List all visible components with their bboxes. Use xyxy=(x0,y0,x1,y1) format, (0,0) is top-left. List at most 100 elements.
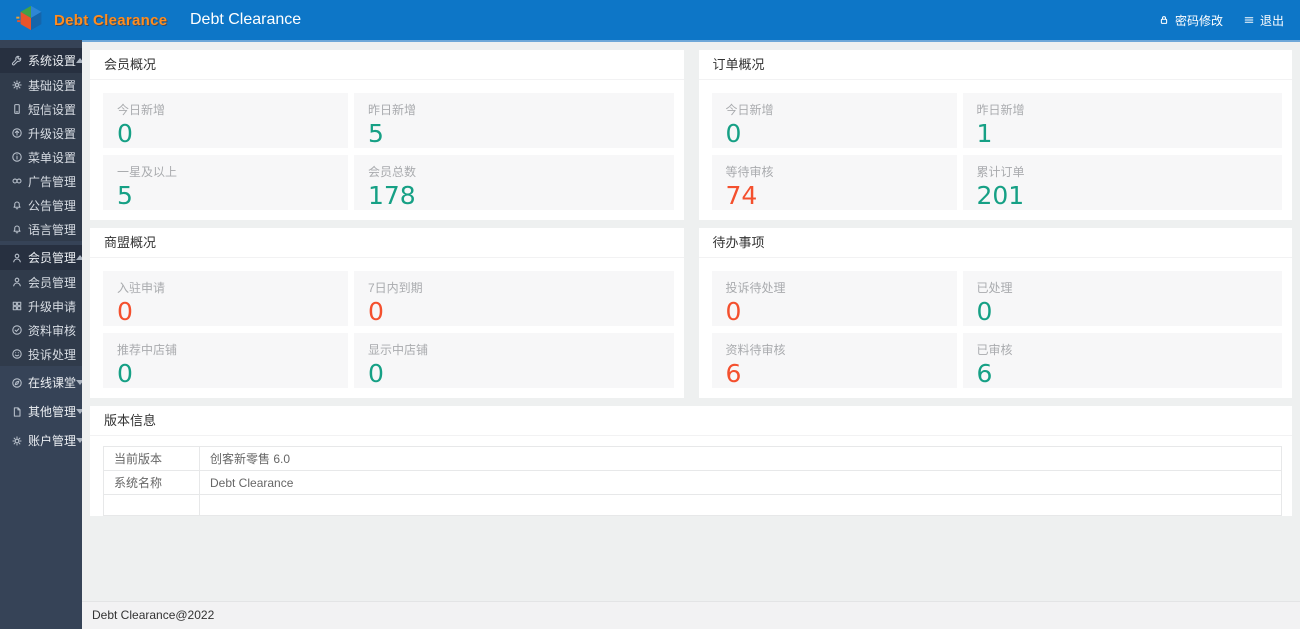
brand-logo-icon xyxy=(16,5,46,36)
stat-label: 昨日新增 xyxy=(976,103,1025,117)
sidebar-item-label: 系统设置 xyxy=(28,54,77,68)
bell-icon xyxy=(11,223,23,235)
stat-box: 已处理 0 xyxy=(962,271,1282,326)
stat-label: 已处理 xyxy=(976,281,1013,295)
sidebar-item-label: 会员管理 xyxy=(28,275,77,290)
stat-box: 一星及以上 5 xyxy=(103,155,348,210)
stat-value: 74 xyxy=(725,181,758,210)
stat-label: 已审核 xyxy=(976,343,1013,357)
phone-icon xyxy=(11,103,23,115)
card-member-overview: 会员概况 今日新增 0 昨日新增 5 一星及以上 5 会员总数 178 xyxy=(90,50,684,220)
lock-icon xyxy=(1158,14,1170,26)
stat-label: 入驻申请 xyxy=(117,281,166,295)
card-title: 订单概况 xyxy=(698,50,1292,80)
card-body: 投诉待处理 0 已处理 0 资料待审核 6 已审核 6 xyxy=(699,258,1293,398)
stat-box: 资料待审核 6 xyxy=(711,333,957,388)
chevron-up-icon xyxy=(76,255,85,260)
stat-value: 0 xyxy=(117,359,133,388)
sidebar-item-label: 语言管理 xyxy=(28,222,77,237)
sidebar-item-account-management[interactable]: 账户管理 xyxy=(0,428,85,453)
stat-box: 7日内到期 0 xyxy=(354,271,674,326)
card-shop-alliance-overview: 商盟概况 入驻申请 0 7日内到期 0 推荐中店铺 0 显示中店铺 0 xyxy=(90,228,684,398)
info-circle-icon xyxy=(11,151,23,163)
sidebar-item-label: 广告管理 xyxy=(28,174,77,189)
stat-box: 投诉待处理 0 xyxy=(711,271,957,326)
sidebar-item-label: 其他管理 xyxy=(28,405,77,419)
card-order-overview: 订单概况今日新增 0 昨日新增 1 等待审核 74 累计订单 201 xyxy=(698,50,1293,220)
sidebar-section: 会员管理 会员管理 升级申请 资料审核 投诉处理 xyxy=(0,245,85,366)
stat-value: 6 xyxy=(976,359,993,388)
sidebar-item-member-management-section[interactable]: 会员管理 xyxy=(0,245,85,270)
card-title: 待办事项 xyxy=(698,228,1292,258)
stat-box: 等待审核 74 xyxy=(711,155,957,210)
card-body: 今日新增 0 昨日新增 5 一星及以上 5 会员总数 178 xyxy=(90,80,684,220)
sidebar-item-online-classroom[interactable]: 在线课堂 xyxy=(0,370,85,395)
sidebar-item-member-management[interactable]: 会员管理 xyxy=(0,270,82,294)
stat-box: 已审核 6 xyxy=(962,333,1282,388)
header-action-label: 退出 xyxy=(1259,13,1284,28)
stat-label: 推荐中店铺 xyxy=(117,343,178,357)
version-row-label: 系统名称 xyxy=(103,470,200,495)
stat-box: 昨日新增 1 xyxy=(962,93,1282,148)
stat-value: 0 xyxy=(368,359,384,388)
sidebar-item-label: 资料审核 xyxy=(28,323,77,338)
up-circle-icon xyxy=(11,127,23,139)
stat-value: 0 xyxy=(368,297,384,326)
chevron-down-icon xyxy=(76,438,85,443)
gear-icon xyxy=(11,79,23,91)
brand-name: Debt Clearance xyxy=(54,11,168,29)
stat-label: 显示中店铺 xyxy=(368,343,429,357)
sidebar-item-ad-management[interactable]: 广告管理 xyxy=(0,169,82,193)
stat-value: 0 xyxy=(117,297,133,326)
stat-label: 投诉待处理 xyxy=(725,281,786,295)
sidebar-item-basic-settings[interactable]: 基础设置 xyxy=(0,73,82,97)
stat-box: 昨日新增 5 xyxy=(354,93,674,148)
sidebar-section: 其他管理 xyxy=(0,399,85,424)
bell-icon xyxy=(11,199,23,211)
stat-label: 今日新增 xyxy=(725,103,774,117)
header-action-change-password[interactable]: 密码修改 xyxy=(1158,12,1223,29)
sidebar-item-sms-settings[interactable]: 短信设置 xyxy=(0,97,82,121)
stat-value: 201 xyxy=(976,181,1025,210)
stat-box: 累计订单 201 xyxy=(962,155,1282,210)
sidebar-item-label: 基础设置 xyxy=(28,78,77,93)
app-shell: 系统设置 基础设置 短信设置 升级设置 菜单设置 广告管理 公告管理 语言管理 会员管理 会员管理… xyxy=(0,40,1300,629)
sidebar-item-language-management[interactable]: 语言管理 xyxy=(0,217,82,241)
sidebar-item-label: 短信设置 xyxy=(28,102,77,117)
sidebar-item-menu-settings[interactable]: 菜单设置 xyxy=(0,145,82,169)
stat-value: 6 xyxy=(725,359,742,388)
footer: Debt Clearance@2022 xyxy=(82,601,1300,629)
wrench-icon xyxy=(11,55,23,67)
file-icon xyxy=(11,406,23,418)
stat-value: 5 xyxy=(368,119,384,148)
stat-box: 今日新增 0 xyxy=(711,93,957,148)
stat-label: 7日内到期 xyxy=(368,281,423,295)
stat-box: 显示中店铺 0 xyxy=(354,333,674,388)
stat-label: 累计订单 xyxy=(976,165,1025,179)
sidebar-item-system-settings[interactable]: 系统设置 xyxy=(0,48,85,73)
card-body: 今日新增 0 昨日新增 1 等待审核 74 累计订单 201 xyxy=(699,80,1293,220)
version-row xyxy=(103,494,1282,516)
main-area: 会员概况 今日新增 0 昨日新增 5 一星及以上 5 会员总数 178 订单概况 今日新增 0 昨日新增… xyxy=(82,40,1300,629)
sidebar-item-upgrade-applications[interactable]: 升级申请 xyxy=(0,294,82,318)
sidebar-item-announcement-management[interactable]: 公告管理 xyxy=(0,193,82,217)
sidebar-section: 在线课堂 xyxy=(0,370,85,395)
check-circle-icon xyxy=(11,324,23,336)
sidebar-item-profile-review[interactable]: 资料审核 xyxy=(0,318,82,342)
version-row-value: Debt Clearance xyxy=(199,470,1282,495)
chevron-down-icon xyxy=(76,409,85,414)
sidebar-item-complaint-handling[interactable]: 投诉处理 xyxy=(0,342,82,366)
version-row: 系统名称 Debt Clearance xyxy=(103,470,1282,495)
sidebar-item-other-management[interactable]: 其他管理 xyxy=(0,399,85,424)
user-icon xyxy=(11,252,23,264)
stat-value: 178 xyxy=(368,181,416,210)
stat-label: 会员总数 xyxy=(368,165,417,179)
header-action-logout[interactable]: 退出 xyxy=(1243,12,1284,29)
brand[interactable]: Debt Clearance xyxy=(0,5,176,36)
sidebar-item-label: 在线课堂 xyxy=(28,376,77,390)
version-row-value xyxy=(199,494,1282,516)
stat-box: 会员总数 178 xyxy=(354,155,674,210)
sidebar-item-upgrade-settings[interactable]: 升级设置 xyxy=(0,121,82,145)
sidebar-submenu: 基础设置短信设置升级设置 菜单设置广告管理公告管理语言管理 xyxy=(0,73,82,241)
